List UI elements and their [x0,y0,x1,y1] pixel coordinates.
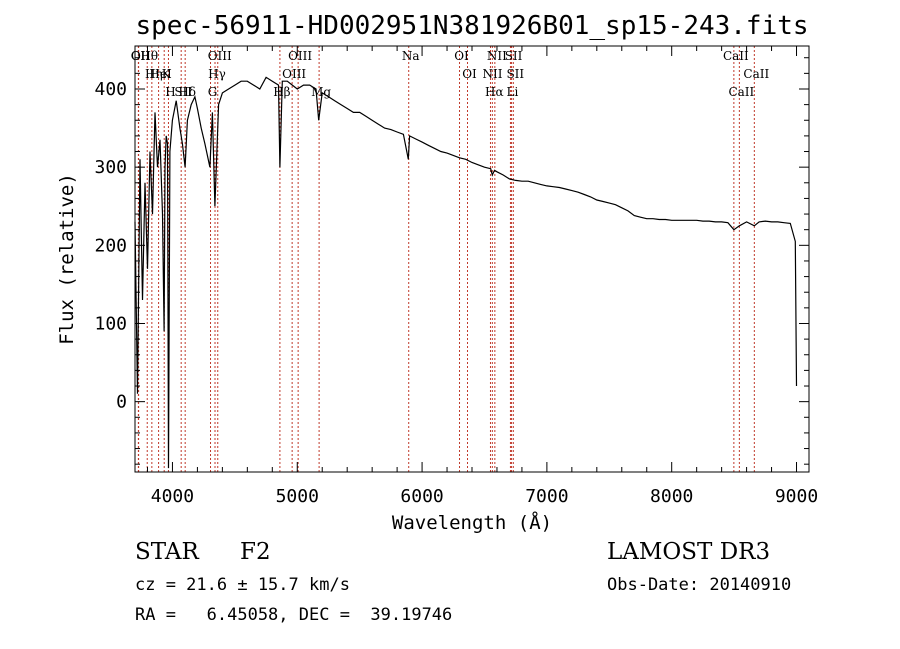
obs-date-text: Obs-Date: 20140910 [607,575,791,595]
x-axis-label: Wavelength (Å) [392,511,552,534]
x-axis-ticks: 4000 5000 6000 7000 8000 9000 [146,46,818,507]
x-tick-label: 7000 [525,486,568,507]
line-label: K [162,67,172,81]
survey-name: LAMOST DR3 [607,539,770,565]
line-label: CaII [743,67,769,81]
y-tick-label: 300 [94,157,127,178]
object-subclass: F2 [240,539,271,565]
line-label: H [165,85,175,99]
line-label: Hη [145,67,163,81]
y-tick-label: 0 [116,392,127,413]
line-label: CaII [728,85,754,99]
line-label: NII [487,49,507,63]
line-label: OII [131,49,151,63]
line-label: Hδ [178,85,196,99]
line-label: OIII [282,67,306,81]
line-label: Na [402,49,420,63]
line-label: G [208,85,218,99]
y-tick-label: 200 [94,235,127,256]
line-label: OIII [208,49,232,63]
line-label: OI [462,67,477,81]
line-label: OII [131,49,151,63]
x-tick-label: 4000 [151,486,194,507]
x-tick-label: 6000 [400,486,443,507]
redshift-text: cz = 21.6 ± 15.7 km/s [135,575,350,595]
line-label: OI [454,49,469,63]
spectrum-line [134,76,798,469]
x-tick-label: 5000 [276,486,319,507]
line-label: OIII [288,49,312,63]
line-label: HeI [149,67,172,81]
line-label: Hα [485,85,504,99]
line-label: SII [174,85,192,99]
line-label: CaII [723,49,749,63]
y-tick-label: 400 [94,79,127,100]
line-label: Hθ [140,49,158,63]
line-label: Li [507,85,519,99]
x-tick-label: 9000 [775,486,818,507]
chart-title: spec-56911-HD002951N381926B01_sp15-243.f… [135,11,808,41]
line-label: SII [506,67,524,81]
line-label: Hγ [208,67,226,81]
plot-frame [134,45,810,473]
line-label: NII [482,67,502,81]
line-markers [137,46,755,472]
y-tick-label: 100 [94,313,127,334]
y-axis-label: Flux (relative) [56,173,78,345]
coords-text: RA = 6.45058, DEC = 39.19746 [135,605,452,625]
line-label: SII [505,49,523,63]
x-tick-label: 8000 [650,486,693,507]
y-axis-ticks: 0 100 200 300 400 [94,57,809,465]
object-class: STAR [135,539,199,565]
